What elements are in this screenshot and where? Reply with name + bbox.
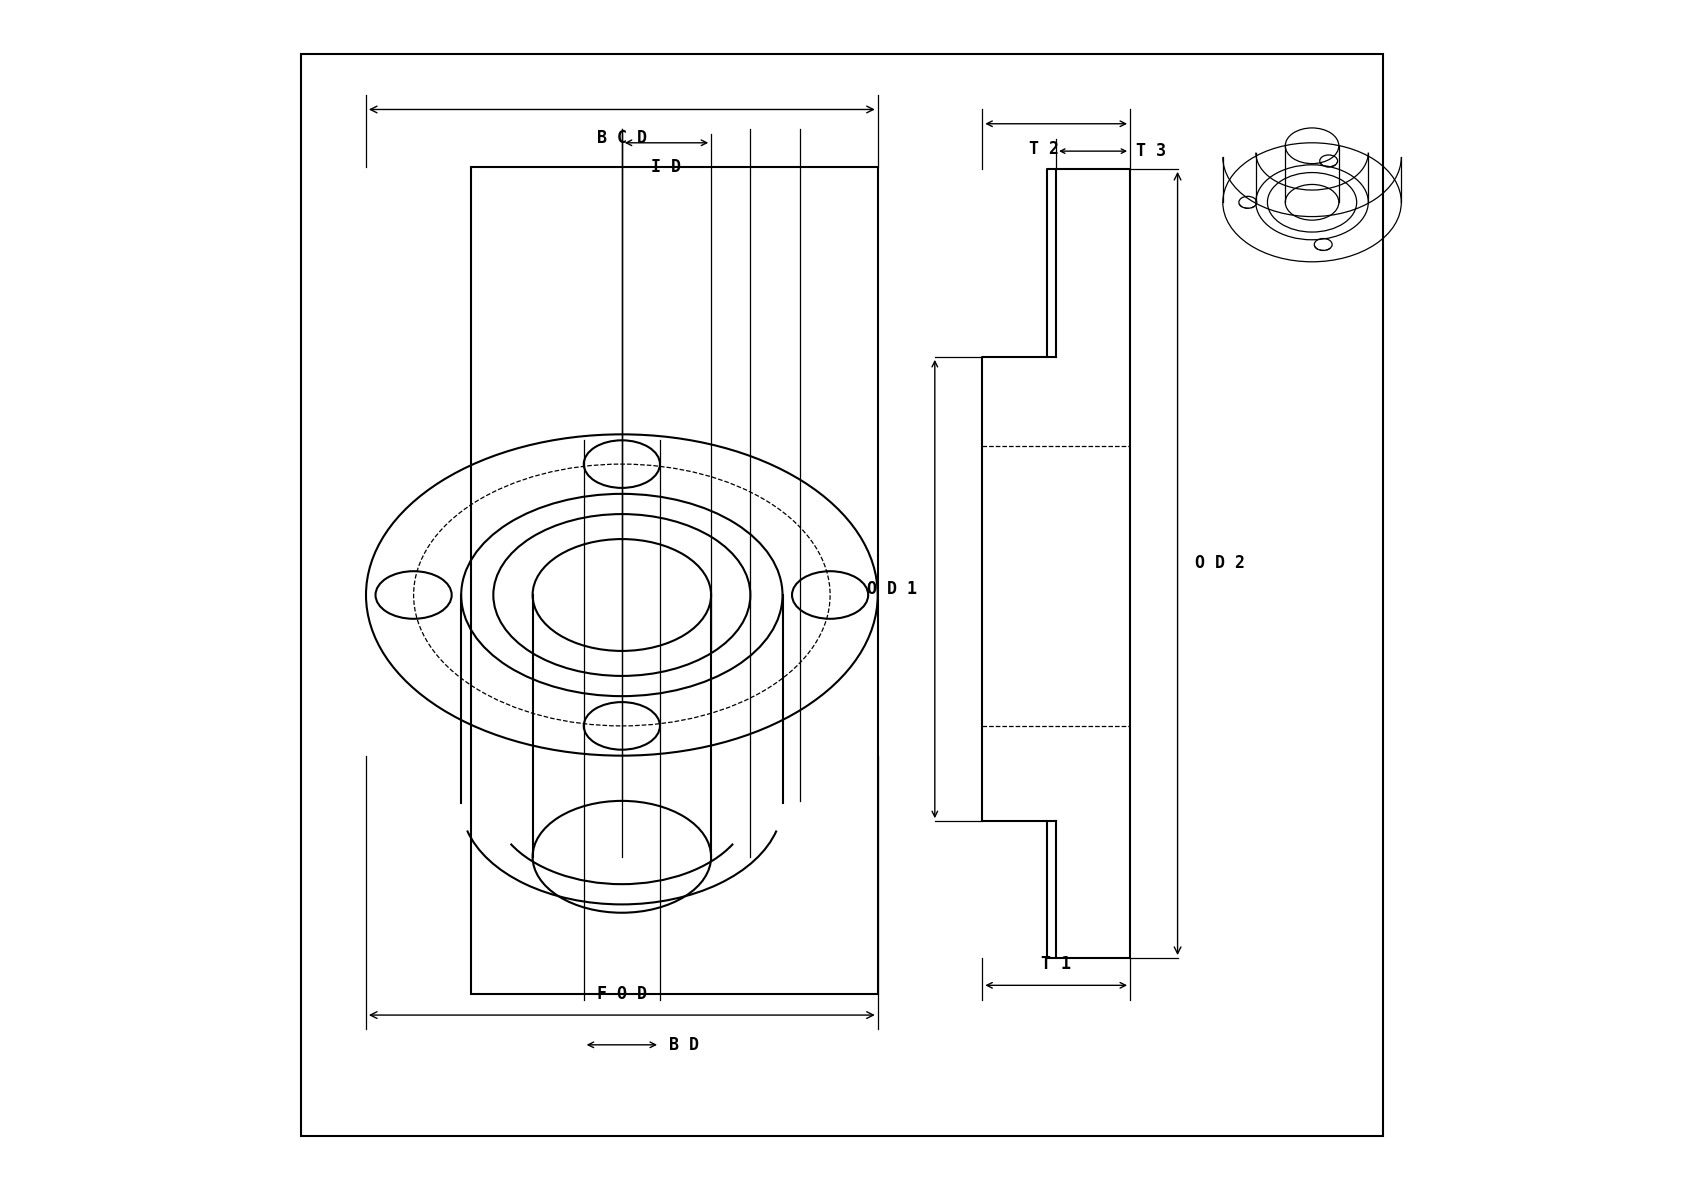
Text: B D: B D [670, 1035, 699, 1054]
Text: F O D: F O D [596, 985, 647, 1003]
Text: I D: I D [652, 158, 682, 176]
Text: O D 1: O D 1 [867, 580, 918, 599]
Text: T 2: T 2 [1029, 140, 1059, 158]
Text: T 1: T 1 [1041, 956, 1071, 973]
Text: B C D: B C D [596, 129, 647, 146]
Text: O D 2: O D 2 [1196, 555, 1246, 572]
Bar [472, 167, 877, 994]
Text: T 3: T 3 [1137, 142, 1165, 161]
